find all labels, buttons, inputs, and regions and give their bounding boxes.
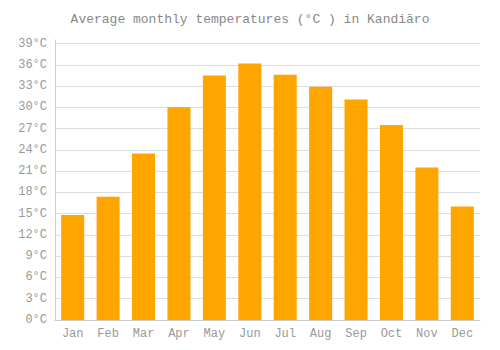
- svg-text:6°C: 6°C: [25, 270, 47, 284]
- svg-text:0°C: 0°C: [25, 313, 47, 327]
- svg-text:May: May: [204, 327, 226, 341]
- svg-text:30°C: 30°C: [18, 100, 47, 114]
- svg-text:27°C: 27°C: [18, 122, 47, 136]
- svg-text:Jun: Jun: [239, 327, 261, 341]
- svg-text:9°C: 9°C: [25, 249, 47, 263]
- svg-text:33°C: 33°C: [18, 79, 47, 93]
- svg-text:12°C: 12°C: [18, 228, 47, 242]
- svg-text:Apr: Apr: [168, 327, 190, 341]
- svg-text:Aug: Aug: [310, 327, 332, 341]
- svg-text:36°C: 36°C: [18, 58, 47, 72]
- svg-text:Nov: Nov: [416, 327, 438, 341]
- svg-text:Oct: Oct: [381, 327, 403, 341]
- svg-text:Feb: Feb: [97, 327, 119, 341]
- svg-text:24°C: 24°C: [18, 143, 47, 157]
- svg-text:Sep: Sep: [345, 327, 367, 341]
- svg-text:39°C: 39°C: [18, 37, 47, 51]
- svg-text:21°C: 21°C: [18, 164, 47, 178]
- svg-text:18°C: 18°C: [18, 185, 47, 199]
- svg-text:15°C: 15°C: [18, 207, 47, 221]
- svg-text:Mar: Mar: [133, 327, 155, 341]
- svg-text:Jul: Jul: [274, 327, 296, 341]
- svg-text:Average monthly temperatures (: Average monthly temperatures (°C ) in Ka…: [71, 12, 430, 27]
- svg-text:3°C: 3°C: [25, 292, 47, 306]
- svg-text:Jan: Jan: [62, 327, 84, 341]
- svg-text:Dec: Dec: [451, 327, 473, 341]
